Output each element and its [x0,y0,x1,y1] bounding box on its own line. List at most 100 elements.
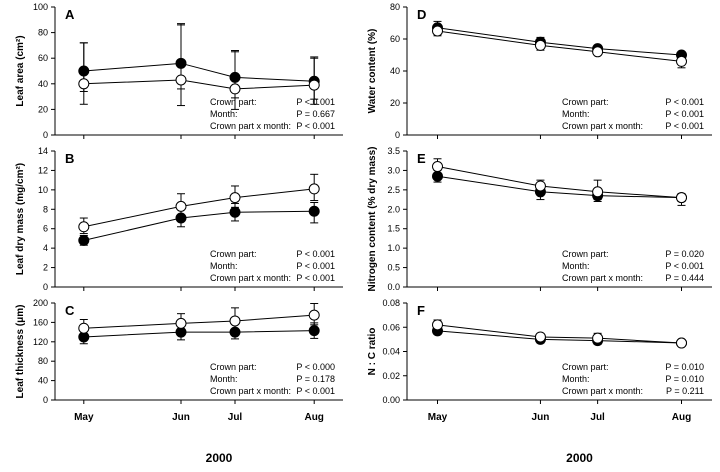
panel-label: F [417,303,425,318]
stat-value: P < 0.000 [296,362,335,372]
y-tick-label: 80 [390,2,400,12]
y-tick-label: 0.02 [382,371,400,381]
stat-value: P = 0.444 [665,273,704,283]
stat-value: P < 0.001 [296,386,335,396]
data-point [676,337,687,349]
data-point [592,46,604,58]
data-point [175,317,187,329]
y-tick-label: 8 [43,204,48,214]
data-point [229,192,241,204]
series-open [432,319,687,349]
data-point [676,55,687,67]
stat-label: Month: [210,109,238,119]
panel-label: C [65,303,75,318]
x-tick-label: Jun [172,412,190,423]
x-tick-label: Aug [672,412,691,423]
y-tick-label: 6 [43,224,48,234]
y-tick-label: 0.08 [382,298,400,308]
y-tick-label: 0.5 [387,263,400,273]
stat-label: Crown part: [562,97,609,107]
stat-label: Crown part: [210,249,257,259]
stat-value: P < 0.001 [296,97,335,107]
data-point [676,192,687,204]
y-tick-label: 3.5 [387,146,400,156]
x-tick-label: Aug [304,412,323,423]
data-point [229,83,241,95]
data-point [432,25,443,37]
series-line [437,324,682,344]
series-line [83,314,315,329]
y-tick-label: 12 [38,165,48,175]
series-line [83,62,315,82]
panel-label: B [65,151,74,166]
y-tick-label: 120 [33,337,48,347]
y-tick-label: 40 [38,79,48,89]
y-tick-label: 60 [38,53,48,63]
y-tick-label: 1.5 [387,224,400,234]
y-tick-label: 0.04 [382,347,400,357]
y-tick-label: 3.0 [387,165,400,175]
y-tick-label: 0.00 [382,395,400,405]
stat-value: P = 0.020 [665,249,704,259]
stat-value: P = 0.010 [665,374,704,384]
y-tick-label: 200 [33,298,48,308]
data-point [175,200,187,212]
data-point [308,183,320,195]
y-tick-label: 80 [38,356,48,366]
series-filled [78,201,320,246]
panel-label: E [417,151,426,166]
series-open [432,25,687,69]
series-filled [78,24,320,100]
series-open [78,173,320,235]
panel-label: A [65,7,75,22]
series-line [437,30,682,62]
y-tick-label: 0 [43,395,48,405]
y-tick-label: 0.0 [387,282,400,292]
x-tick-label: Jul [590,412,605,423]
stat-label: Crown part x month: [210,273,291,283]
data-point [78,322,90,334]
stat-value: P < 0.001 [665,109,704,119]
y-tick-label: 2.5 [387,185,400,195]
data-point [229,315,241,327]
data-point [308,325,320,337]
x-axis-year-label: 2000 [206,451,233,465]
stat-label: Crown part x month: [562,386,643,396]
panel-d: 0 20 40 60 80 Water content (%) D Crown part: P … [367,2,712,140]
series-line [83,188,315,228]
data-point [534,180,546,192]
panel-a: 0 20 40 60 80 100 Leaf area (cm²) A Crown part: P… [15,2,343,140]
stat-label: Crown part x month: [210,121,291,131]
series-line [83,330,315,338]
x-tick-label: Jul [228,412,243,423]
data-point [534,39,546,51]
y-tick-label: 20 [38,104,48,114]
y-tick-label: 1.0 [387,243,400,253]
data-point [534,331,546,343]
x-axis-year-label: 2000 [566,451,593,465]
stat-label: Crown part: [210,97,257,107]
stat-value: P = 0.667 [296,109,335,119]
y-axis-label: Leaf dry mass (mg/cm²) [15,163,26,275]
series-filled [78,322,320,345]
stat-label: Month: [562,374,590,384]
panel-e: 0.0 0.5 1.0 1.5 2.0 2.5 3.0 3.5 Nitrogen content… [367,146,712,292]
series-open [432,158,687,204]
data-point [308,205,320,217]
data-point [308,309,320,321]
y-tick-label: 0 [43,130,48,140]
panel-label: D [417,7,426,22]
y-tick-label: 14 [38,146,48,156]
data-point [432,319,443,331]
data-point [78,234,90,246]
data-point [78,221,90,233]
y-tick-label: 2 [43,263,48,273]
y-tick-label: 10 [38,185,48,195]
stat-value: P = 0.211 [666,386,704,396]
series-line [437,166,682,199]
stat-label: Crown part x month: [562,121,643,131]
y-tick-label: 0 [395,130,400,140]
y-tick-label: 0.06 [382,322,400,332]
stat-value: P < 0.001 [296,273,335,283]
x-tick-label: May [428,412,448,423]
